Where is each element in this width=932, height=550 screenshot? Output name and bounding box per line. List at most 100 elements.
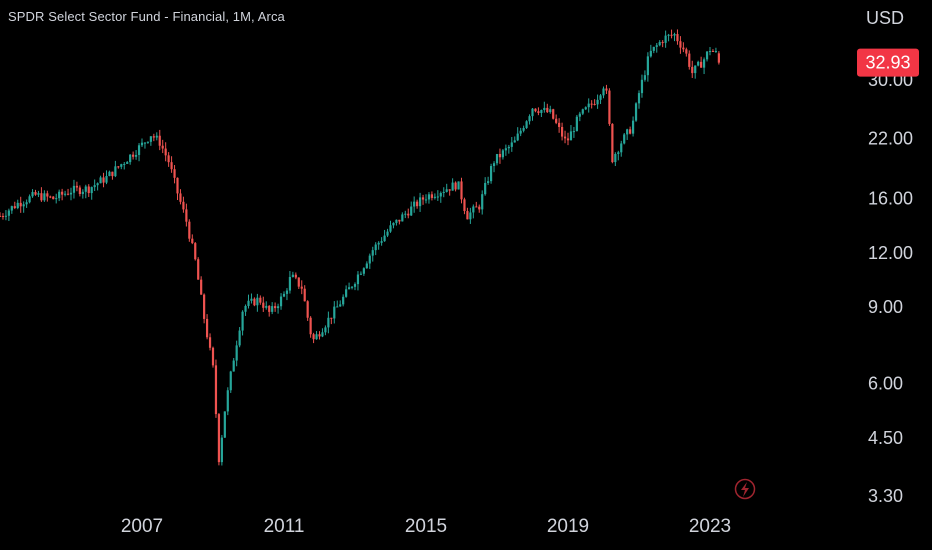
candle <box>312 332 315 344</box>
candle <box>22 201 25 213</box>
candle <box>448 189 451 196</box>
candle <box>63 190 67 197</box>
candle <box>623 132 626 145</box>
candle <box>350 286 354 290</box>
candle <box>528 114 531 125</box>
candle <box>285 288 289 301</box>
candle <box>241 310 244 336</box>
candle <box>235 340 238 367</box>
candle <box>229 370 232 393</box>
candle <box>555 114 558 125</box>
candle <box>217 413 221 466</box>
candle <box>407 208 410 219</box>
candle <box>705 50 709 62</box>
candle <box>413 196 416 213</box>
candle <box>19 196 22 213</box>
candle <box>584 106 587 111</box>
candle <box>279 293 283 310</box>
candle <box>300 280 303 295</box>
candle <box>49 195 52 199</box>
candle <box>43 190 46 202</box>
candle <box>87 184 90 197</box>
candle <box>682 42 685 53</box>
candle <box>507 144 510 154</box>
candle <box>667 33 670 42</box>
candle <box>164 142 167 162</box>
candle <box>294 272 297 280</box>
candle <box>259 295 262 305</box>
candle <box>469 207 472 224</box>
candle <box>40 187 43 202</box>
candle <box>714 47 718 53</box>
candle <box>111 171 114 180</box>
candle <box>472 204 475 219</box>
candle <box>531 107 534 121</box>
lightning-bolt-icon[interactable] <box>734 478 756 500</box>
candle <box>220 434 223 466</box>
candle <box>339 300 342 307</box>
candle <box>315 331 318 340</box>
candle <box>416 199 419 209</box>
candle <box>498 148 502 164</box>
candle <box>649 44 652 58</box>
time-axis: 2007 2011 2015 2019 2023 <box>121 516 731 537</box>
candle <box>380 237 383 246</box>
candle <box>238 327 241 348</box>
candle <box>534 108 537 113</box>
chart-title: SPDR Select Sector Fund - Financial, 1M,… <box>8 9 285 24</box>
candle <box>327 311 330 334</box>
candle <box>194 241 197 261</box>
candle <box>0 212 2 217</box>
candle <box>345 285 348 298</box>
candle <box>52 196 55 200</box>
candle <box>247 294 250 309</box>
candle <box>572 126 576 138</box>
candle <box>61 188 64 201</box>
candle <box>262 296 265 312</box>
candle <box>697 60 700 67</box>
candle <box>516 127 519 142</box>
candle <box>185 203 188 227</box>
candle <box>368 253 371 269</box>
candle <box>197 257 200 280</box>
candle <box>640 74 644 98</box>
candle <box>173 165 176 184</box>
candle <box>634 102 638 122</box>
candle <box>454 181 457 192</box>
candle <box>599 94 602 104</box>
candle <box>223 411 226 438</box>
candle <box>182 196 185 213</box>
candle <box>433 193 436 200</box>
candle <box>250 293 253 304</box>
candle <box>123 161 126 170</box>
candle <box>134 150 138 160</box>
candle <box>4 210 8 221</box>
candle <box>16 199 19 210</box>
candle <box>13 201 16 210</box>
candle <box>673 32 676 42</box>
price-tick-label: 3.30 <box>868 486 903 506</box>
candle <box>75 181 79 192</box>
candle <box>439 191 442 203</box>
candle <box>306 300 309 321</box>
candle <box>608 88 611 126</box>
candle <box>55 193 58 204</box>
candle <box>158 129 161 151</box>
candle <box>336 300 339 308</box>
candle <box>1 213 5 220</box>
candle <box>569 125 573 141</box>
candle <box>457 181 460 190</box>
candle <box>688 50 691 70</box>
candle <box>359 271 363 276</box>
candle <box>658 40 661 47</box>
candle <box>661 40 664 48</box>
candle <box>265 301 268 310</box>
candle <box>25 199 28 208</box>
candle <box>424 194 428 204</box>
candle <box>546 103 549 114</box>
candle <box>200 276 203 295</box>
candle <box>489 163 493 184</box>
candle <box>276 303 280 314</box>
